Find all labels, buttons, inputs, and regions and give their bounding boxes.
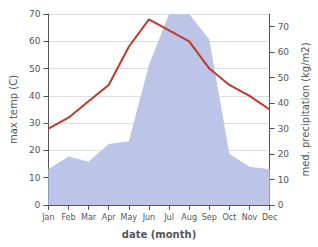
svg-text:Dec: Dec [262,213,277,222]
svg-text:Oct: Oct [222,213,236,222]
svg-text:0: 0 [35,200,41,210]
svg-text:Jan: Jan [41,213,54,222]
svg-text:40: 40 [278,98,290,108]
svg-text:20: 20 [278,149,290,159]
svg-text:40: 40 [29,91,41,101]
svg-text:Aug: Aug [181,213,197,222]
svg-text:20: 20 [29,145,41,155]
svg-text:30: 30 [29,118,41,128]
svg-text:10: 10 [278,175,290,185]
svg-text:0: 0 [278,200,284,210]
svg-text:Jul: Jul [163,213,174,222]
svg-text:Nov: Nov [242,213,258,222]
svg-text:Feb: Feb [61,213,75,222]
svg-text:Mar: Mar [81,213,97,222]
svg-text:70: 70 [29,9,41,19]
svg-text:Jun: Jun [142,213,156,222]
svg-text:60: 60 [29,36,41,46]
svg-text:Apr: Apr [102,213,117,222]
svg-text:50: 50 [29,64,41,74]
svg-text:30: 30 [278,124,290,134]
svg-text:May: May [121,213,138,222]
svg-text:date (month): date (month) [122,229,196,240]
svg-text:max temp (C): max temp (C) [8,75,19,144]
svg-text:70: 70 [278,22,290,32]
svg-text:med. precipitation (kg/m2): med. precipitation (kg/m2) [300,42,311,176]
svg-text:50: 50 [278,73,290,83]
svg-text:10: 10 [29,173,41,183]
svg-text:Sep: Sep [202,213,217,222]
svg-text:60: 60 [278,47,290,57]
